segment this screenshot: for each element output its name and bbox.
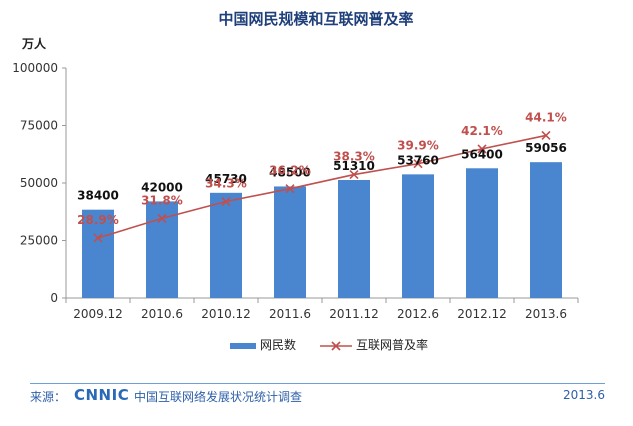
legend-swatch-bars	[230, 343, 256, 349]
line-value-label: 34.3%	[205, 177, 247, 191]
bar-value-label: 42000	[141, 180, 183, 194]
footer-divider	[30, 383, 605, 384]
x-tick-label: 2013.6	[525, 307, 567, 321]
legend-group: 网民数 互联网普及率	[230, 337, 428, 352]
bar	[466, 168, 498, 298]
line-value-label: 38.3%	[333, 150, 375, 164]
legend-marker-stroke	[331, 341, 341, 351]
line-point-marker	[285, 184, 295, 194]
y-tick-label: 0	[50, 291, 58, 305]
footer: 来源： CNNIC 中国互联网络发展状况统计调查 2013.6	[30, 386, 605, 406]
marker-stroke	[221, 196, 231, 207]
marker-stroke	[477, 144, 487, 154]
bars-group	[82, 162, 562, 298]
y-axis-unit-label: 万人	[21, 36, 47, 51]
line-value-label: 31.8%	[141, 193, 183, 207]
line-point-marker	[541, 130, 551, 140]
line-value-label: 36.2%	[269, 164, 311, 178]
chart-title: 中国网民规模和互联网普及率	[218, 10, 413, 28]
bar	[402, 174, 434, 298]
marker-stroke	[349, 169, 359, 180]
bar	[530, 162, 562, 298]
line-point-marker	[93, 233, 103, 243]
x-tick-label: 2010.6	[141, 307, 183, 321]
x-tick-label: 2012.6	[397, 307, 439, 321]
marker-stroke	[541, 130, 551, 140]
x-tick-label: 2012.12	[457, 307, 507, 321]
bar-value-label: 59056	[525, 141, 567, 155]
survey-name: 中国互联网络发展状况统计调查	[134, 390, 303, 404]
line-value-label: 28.9%	[77, 213, 119, 227]
y-tick-label: 50000	[20, 176, 58, 190]
penetration-rate-line	[97, 134, 547, 239]
line-value-label: 44.1%	[525, 110, 567, 124]
legend-label-bars: 网民数	[260, 337, 296, 352]
bar	[210, 192, 242, 298]
axes-group: 0 25000 50000 75000 100000 2009.12 2010.6 2010.…	[12, 61, 579, 321]
bar	[338, 179, 370, 298]
cnnic-logo: CNNIC	[74, 386, 130, 404]
x-tick-label: 2011.12	[329, 307, 379, 321]
x-tick-label: 2010.12	[201, 307, 251, 321]
marker-stroke	[157, 213, 167, 223]
line-point-marker	[157, 213, 167, 223]
line-point-marker	[349, 169, 359, 180]
line-point-marker	[413, 159, 423, 169]
legend-label-line: 互联网普及率	[356, 337, 428, 352]
y-tick-label: 100000	[12, 61, 58, 75]
bar-value-label: 51310	[333, 159, 375, 173]
source-label: 来源：	[30, 390, 67, 404]
chart-svg: 0 25000 50000 75000 100000 2009.12 2010.6 2010.…	[12, 10, 579, 352]
y-tick-label: 25000	[20, 234, 58, 248]
bar-value-label: 56400	[461, 147, 503, 161]
bar	[82, 209, 114, 298]
marker-stroke	[285, 184, 295, 194]
marker-stroke	[93, 233, 103, 243]
marker-stroke	[413, 159, 423, 169]
y-tick-label: 75000	[20, 119, 58, 133]
bar-value-label: 45730	[205, 172, 247, 186]
bar-value-label: 53760	[397, 153, 439, 167]
bar-value-label: 48500	[269, 165, 311, 179]
line-point-marker	[221, 196, 231, 207]
bar	[274, 186, 306, 298]
x-tick-label: 2009.12	[73, 307, 123, 321]
bar-value-label: 38400	[77, 189, 119, 203]
line-value-label: 39.9%	[397, 139, 439, 153]
x-tick-label: 2011.6	[269, 307, 311, 321]
line-group	[93, 130, 551, 243]
line-value-label: 42.1%	[461, 124, 503, 138]
report-date: 2013.6	[563, 388, 605, 402]
line-point-marker	[477, 144, 487, 154]
